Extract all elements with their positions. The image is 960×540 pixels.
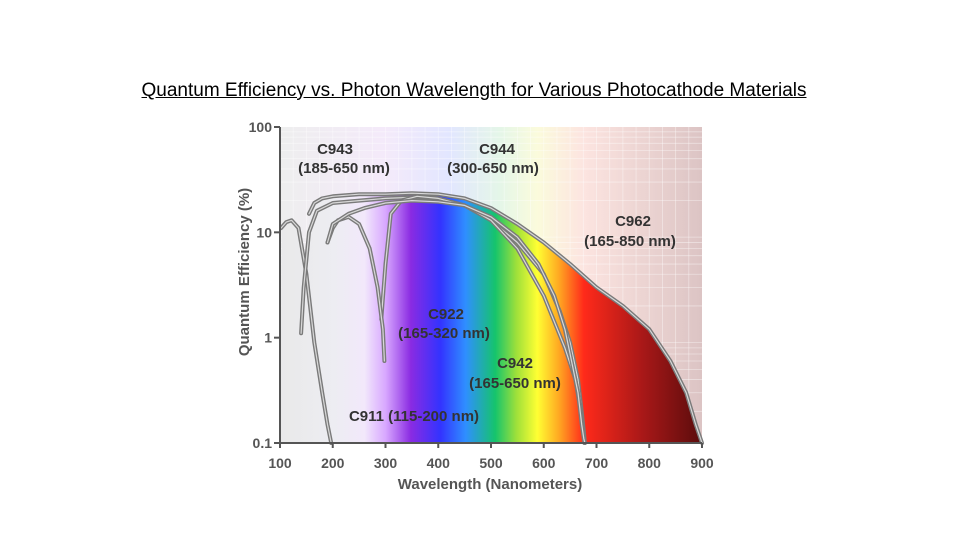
y-tick-label: 100 bbox=[249, 119, 273, 135]
label-c922-name: C922 bbox=[428, 306, 464, 323]
y-tick-label: 0.1 bbox=[253, 435, 273, 451]
label-c943-range: (185-650 nm) bbox=[298, 160, 390, 177]
label-c943-name: C943 bbox=[317, 141, 353, 158]
y-axis-title: Quantum Efficiency (%) bbox=[236, 188, 253, 356]
label-c911: C911 (115-200 nm) bbox=[349, 408, 479, 425]
slide-title: Quantum Efficiency vs. Photon Wavelength… bbox=[141, 80, 807, 101]
label-c962-range: (165-850 nm) bbox=[584, 233, 676, 250]
label-c962-name: C962 bbox=[615, 213, 651, 230]
y-ticks: 0.1 1 10 100 bbox=[249, 119, 280, 451]
y-tick-label: 1 bbox=[264, 330, 272, 346]
x-tick-label: 600 bbox=[532, 455, 556, 471]
label-c922-range: (165-320 nm) bbox=[398, 325, 490, 342]
x-tick-label: 400 bbox=[427, 455, 451, 471]
x-tick-label: 800 bbox=[638, 455, 662, 471]
x-tick-label: 100 bbox=[268, 455, 292, 471]
label-c942-range: (165-650 nm) bbox=[469, 375, 561, 392]
curves bbox=[279, 191, 704, 445]
x-tick-label: 200 bbox=[321, 455, 345, 471]
x-tick-label: 700 bbox=[585, 455, 609, 471]
x-tick-label: 300 bbox=[374, 455, 398, 471]
x-ticks: 100 200 300 400 500 600 700 800 900 bbox=[268, 443, 714, 471]
label-c944-range: (300-650 nm) bbox=[447, 160, 539, 177]
series-c942-highlight bbox=[326, 200, 586, 444]
x-tick-label: 900 bbox=[690, 455, 714, 471]
series-c922-highlight bbox=[326, 216, 385, 362]
label-c944-name: C944 bbox=[479, 141, 516, 158]
x-axis-title: Wavelength (Nanometers) bbox=[398, 476, 582, 493]
y-tick-label: 10 bbox=[256, 224, 272, 240]
series-c962-highlight bbox=[308, 192, 703, 444]
label-c942-name: C942 bbox=[497, 355, 533, 372]
x-tick-label: 500 bbox=[479, 455, 503, 471]
